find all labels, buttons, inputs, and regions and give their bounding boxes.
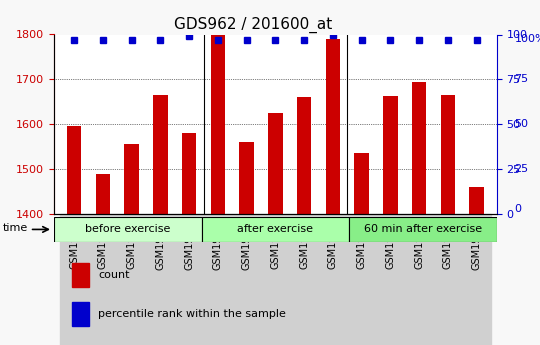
Text: 50: 50 [515,119,529,129]
Bar [96,174,110,214]
Text: percentile rank within the sample: percentile rank within the sample [98,309,286,319]
FancyBboxPatch shape [349,217,497,241]
Bar [67,126,82,214]
Bar [261,214,290,345]
Bar [469,187,484,214]
Text: before exercise: before exercise [85,225,171,234]
Title: GDS962 / 201600_at: GDS962 / 201600_at [174,17,333,33]
Bar [412,81,427,214]
Bar [175,214,204,345]
Bar [383,96,397,214]
Bar [117,214,146,345]
Text: 0: 0 [515,204,522,214]
Bar [376,214,405,345]
Bar [297,97,312,214]
Bar [405,214,434,345]
Text: time: time [3,223,28,233]
FancyBboxPatch shape [201,217,349,241]
Bar [182,133,197,214]
Bar [268,113,282,214]
Bar [124,144,139,214]
Bar [290,214,319,345]
Text: 25: 25 [515,164,529,174]
Bar [319,214,347,345]
Text: after exercise: after exercise [238,225,313,234]
Bar [89,214,117,345]
Text: 100%: 100% [515,34,540,45]
Bar [354,153,369,214]
Bar [146,214,175,345]
Bar [72,302,90,326]
Bar [441,95,455,214]
Bar [232,214,261,345]
Bar [72,263,90,287]
Bar [211,34,225,214]
Bar [462,214,491,345]
Bar [60,214,89,345]
Bar [153,95,167,214]
Text: 60 min after exercise: 60 min after exercise [364,225,482,234]
Bar [347,214,376,345]
FancyBboxPatch shape [54,217,201,241]
Bar [204,214,232,345]
Bar [239,142,254,214]
Text: count: count [98,270,130,280]
Bar [326,39,340,214]
Text: 75: 75 [515,75,529,84]
Bar [434,214,462,345]
